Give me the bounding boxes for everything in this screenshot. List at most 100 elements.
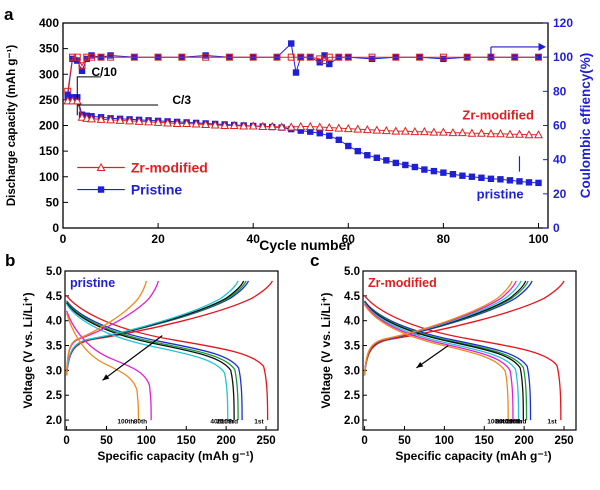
- data-point: [411, 163, 419, 171]
- annotation-a: Zr-modified: [462, 107, 534, 122]
- discharge-curve: [364, 301, 524, 421]
- legend-marker: [96, 162, 106, 172]
- y-tick-label-a: 0: [52, 221, 59, 235]
- x-tick-label-b: 100: [137, 435, 156, 447]
- data-point: [487, 175, 495, 182]
- data-point: [515, 129, 524, 138]
- data-point: [325, 53, 333, 61]
- data-point: [534, 53, 542, 61]
- curve-label-c: 1st: [547, 419, 557, 426]
- data-point: [316, 55, 324, 63]
- y2-axis-label-a: Coulombic effiency(%): [578, 53, 593, 199]
- data-point: [316, 129, 323, 137]
- trend-arrow-b: [102, 335, 163, 381]
- y-tick-label-b: 5.0: [46, 266, 62, 278]
- data-point: [478, 174, 485, 181]
- x-tick-label-b: 50: [100, 435, 113, 447]
- data-point: [307, 128, 314, 135]
- data-point: [305, 121, 315, 131]
- data-point: [88, 53, 96, 61]
- data-point: [73, 53, 81, 61]
- curve-label-b: 100th: [117, 419, 134, 426]
- annotation-a: C/10: [92, 65, 118, 79]
- data-point: [486, 129, 496, 138]
- y-tick-label-c: 5.0: [344, 266, 360, 278]
- legend-item-zr-modified: Zr-modified: [77, 160, 208, 176]
- curve-b-40th: [65, 280, 239, 421]
- data-point: [83, 55, 90, 63]
- y-tick-label-a: 200: [39, 119, 59, 133]
- curve-label-c: 40th: [501, 419, 514, 426]
- data-point: [368, 55, 376, 63]
- data-point: [497, 176, 504, 183]
- data-point: [335, 136, 342, 144]
- curve-label-b: 10th: [221, 419, 234, 426]
- curve-b-100th: [65, 280, 148, 421]
- data-point: [178, 53, 186, 61]
- y-tick-label-a: 100: [39, 170, 59, 184]
- legend-item-pristine: Pristine: [77, 182, 182, 198]
- curve-label-b: 3rd: [228, 419, 238, 426]
- curve-label-b: 80th: [134, 419, 147, 426]
- trend-arrow-head-c: [416, 361, 424, 368]
- data-point: [172, 118, 182, 127]
- charge-curve: [65, 280, 250, 376]
- data-point: [438, 127, 448, 136]
- x-tick-label-c: 250: [554, 435, 573, 447]
- curve-label-c: 10th: [509, 419, 522, 426]
- x-tick-label-b: 250: [256, 435, 275, 447]
- panel-letter-a: a: [4, 5, 14, 24]
- discharge-curve: [66, 302, 235, 421]
- data-point: [383, 157, 390, 164]
- data-point: [392, 53, 400, 61]
- x-tick-label-a: 60: [342, 232, 356, 246]
- x-tick-label-a: 100: [528, 232, 548, 246]
- data-point: [457, 128, 467, 137]
- data-point: [229, 120, 239, 129]
- trend-arrow-c: [416, 345, 449, 369]
- y-tick-label-a: 150: [39, 144, 59, 158]
- data-point: [525, 179, 533, 186]
- x-tick-label-a: 0: [60, 232, 67, 246]
- legend-label: Zr-modified: [131, 160, 208, 176]
- x-tick-label-c: 0: [361, 435, 367, 447]
- discharge-curve: [364, 302, 520, 421]
- data-point: [321, 52, 328, 59]
- data-point: [297, 127, 304, 134]
- y-tick-label-a: 350: [39, 42, 59, 56]
- curve-label-b: 20th: [217, 419, 230, 426]
- y2-tick-label-a: 40: [553, 153, 567, 167]
- data-point: [511, 53, 519, 61]
- discharge-curve: [65, 313, 140, 421]
- data-point: [277, 122, 287, 131]
- panel-letter-c: c: [310, 251, 319, 270]
- discharge-curve: [66, 303, 229, 421]
- data-point: [315, 122, 325, 131]
- data-point: [72, 96, 82, 105]
- discharge-curve: [364, 300, 528, 421]
- data-point: [163, 118, 173, 127]
- data-point: [97, 53, 105, 61]
- data-point: [467, 128, 477, 137]
- data-point: [153, 117, 163, 126]
- data-point: [345, 142, 352, 150]
- data-point: [448, 128, 458, 137]
- data-point: [334, 123, 344, 132]
- y-tick-label-c: 4.5: [344, 291, 361, 303]
- curve-label-c: 80th: [496, 419, 509, 426]
- data-point: [516, 178, 523, 185]
- charge-curve: [65, 280, 239, 376]
- y-tick-label-b: 2.0: [46, 415, 62, 427]
- data-point: [201, 119, 211, 128]
- x-tick-label-b: 150: [177, 435, 196, 447]
- charge-curve: [363, 280, 565, 376]
- y-tick-label-c: 3.5: [344, 341, 361, 353]
- data-point: [239, 121, 249, 130]
- data-point: [335, 53, 343, 61]
- x-tick-label-c: 200: [515, 435, 534, 447]
- charge-curve: [65, 280, 273, 376]
- data-point: [182, 118, 192, 127]
- curve-c-100th: [363, 280, 513, 421]
- y-tick-label-a: 50: [46, 195, 60, 209]
- y-axis-label-c: Voltage (V vs. Li/Li⁺): [319, 292, 333, 408]
